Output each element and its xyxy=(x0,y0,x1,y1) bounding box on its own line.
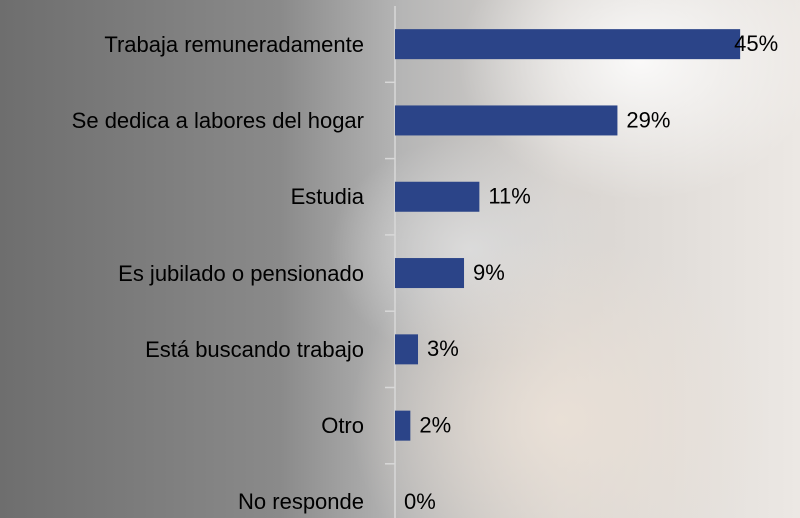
category-label: Está buscando trabajo xyxy=(145,336,364,362)
category-label-box: Estudia xyxy=(291,159,364,235)
category-label-box: Trabaja remuneradamente xyxy=(104,6,364,82)
bar xyxy=(395,410,411,441)
value-label: 2% xyxy=(419,412,451,437)
bar xyxy=(395,258,465,289)
category-label-box: Se dedica a labores del hogar xyxy=(72,82,364,158)
category-label: No responde xyxy=(238,489,364,515)
category-label-box: Está buscando trabajo xyxy=(145,311,364,387)
category-label: Estudia xyxy=(290,184,364,210)
value-label: 9% xyxy=(473,260,505,285)
category-label-box: Es jubilado o pensionado xyxy=(118,235,364,311)
category-label: Es jubilado o pensionado xyxy=(118,260,364,286)
category-label: Se dedica a labores del hogar xyxy=(71,107,364,133)
bar xyxy=(395,334,419,365)
category-label: Trabaja remuneradamente xyxy=(104,31,364,57)
bar xyxy=(395,105,618,136)
value-label: 0% xyxy=(404,489,436,514)
category-label-box: No responde xyxy=(238,464,364,518)
value-label: 45% xyxy=(734,31,778,56)
category-label-box: Otro xyxy=(321,388,364,464)
value-label: 3% xyxy=(427,336,459,361)
bar xyxy=(395,29,741,60)
value-label: 29% xyxy=(626,107,670,132)
bar xyxy=(395,181,480,212)
category-label: Otro xyxy=(321,413,364,439)
value-label: 11% xyxy=(488,184,530,209)
